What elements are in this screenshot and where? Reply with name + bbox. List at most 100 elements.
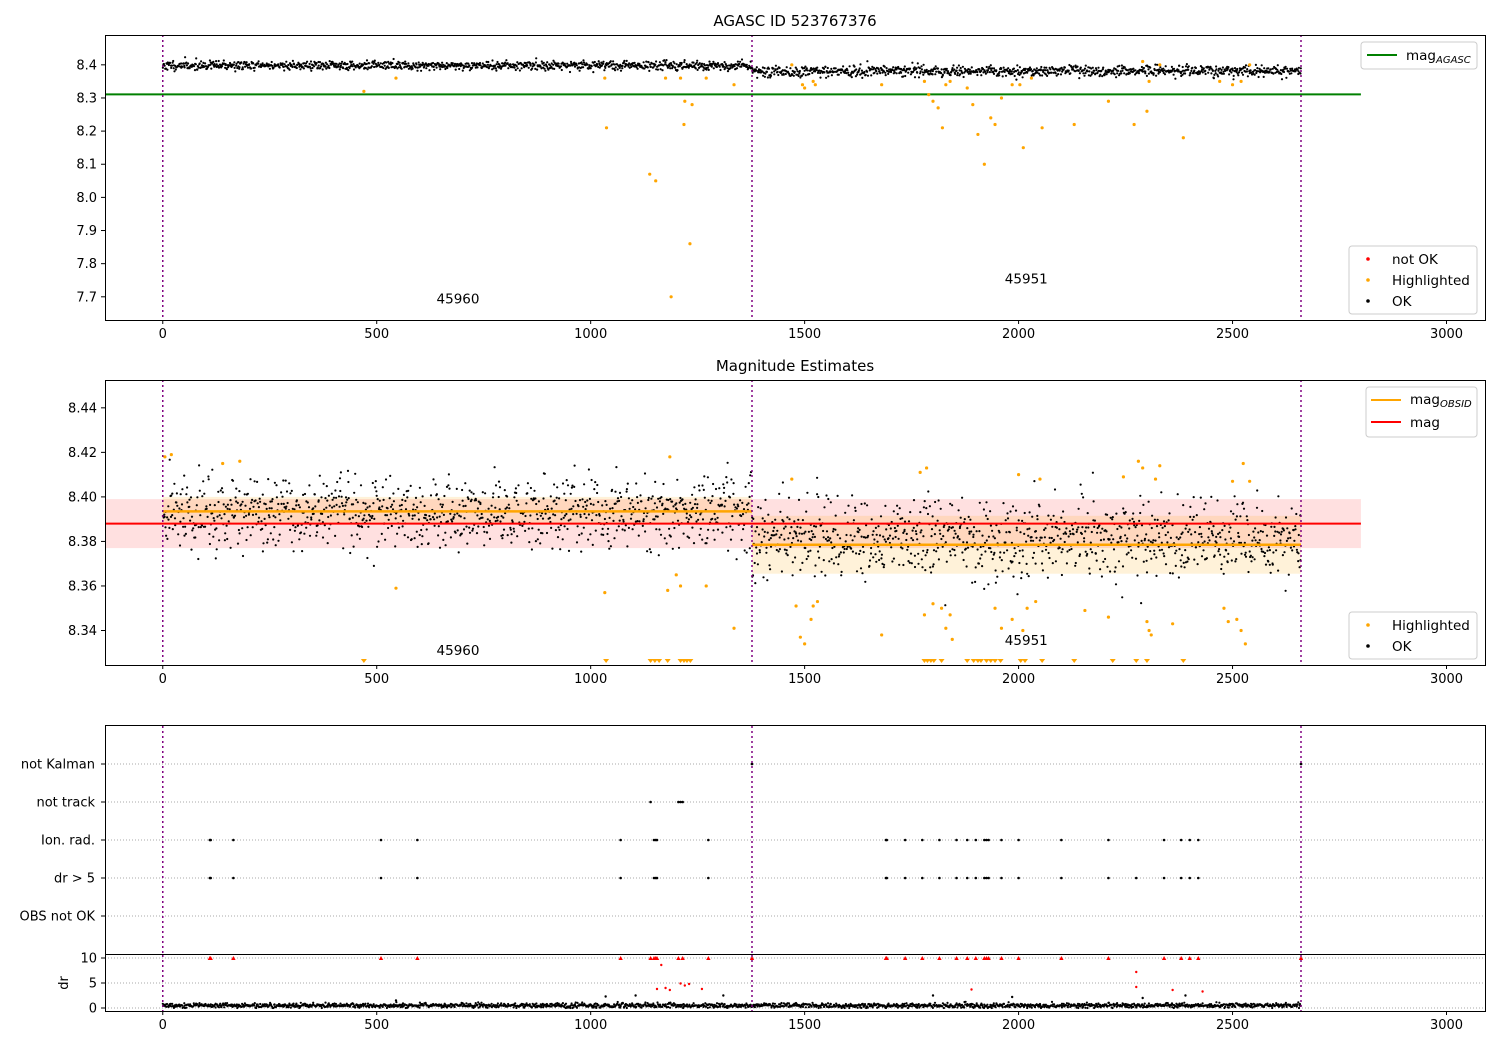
p1-ok-point bbox=[1046, 69, 1049, 72]
p2-ok-point bbox=[477, 525, 480, 528]
p2-ok-point bbox=[830, 541, 833, 544]
p2-ok-point bbox=[1276, 530, 1279, 533]
p2-ok-point bbox=[1027, 534, 1030, 537]
p2-ok-point bbox=[699, 513, 702, 516]
dr-ok-point bbox=[385, 1006, 388, 1010]
p2-ok-point bbox=[1198, 533, 1201, 536]
p2-ok-point bbox=[533, 489, 536, 492]
p2-ok-point bbox=[714, 518, 717, 521]
p2-ok-point bbox=[553, 499, 556, 502]
p2-clipped-marker bbox=[664, 659, 671, 663]
p2-ok-point bbox=[392, 500, 395, 503]
p2-ok-point bbox=[952, 536, 955, 539]
p1-ok-point bbox=[453, 62, 457, 65]
p2-ok-point bbox=[711, 517, 714, 520]
p2-ok-point bbox=[490, 504, 493, 507]
p2-ok-point bbox=[328, 527, 331, 530]
p2-ok-point bbox=[572, 505, 575, 508]
p1-ok-point bbox=[1004, 74, 1008, 77]
p2-ok-point bbox=[612, 519, 615, 523]
p2-highlighted-point bbox=[815, 599, 820, 604]
p1-ok-point bbox=[763, 67, 766, 70]
p1-ok-point bbox=[980, 74, 983, 77]
p2-ok-point bbox=[1287, 573, 1290, 576]
p1-ok-point bbox=[846, 69, 849, 72]
p2-ok-point bbox=[1068, 548, 1071, 552]
p2-ok-point bbox=[1041, 550, 1044, 553]
p2-ok-point bbox=[1047, 514, 1050, 517]
p1-ok-point bbox=[773, 73, 776, 76]
p1-ok-point bbox=[654, 63, 657, 66]
p1-ok-point bbox=[675, 63, 678, 66]
p2-ok-point bbox=[367, 525, 370, 528]
p1-ok-point bbox=[854, 75, 858, 78]
p2-ok-point bbox=[498, 486, 502, 489]
p2-ok-point bbox=[1020, 571, 1023, 574]
p1-ok-point bbox=[963, 67, 967, 70]
p2-ok-point bbox=[251, 513, 255, 517]
p2-ok-point bbox=[953, 529, 956, 532]
p1-ok-point bbox=[1187, 68, 1190, 71]
p2-ok-point bbox=[822, 559, 825, 562]
p2-ok-point bbox=[205, 505, 208, 508]
p2-ok-point bbox=[927, 490, 930, 493]
p1-ok-point bbox=[479, 64, 482, 67]
p2-ok-point bbox=[535, 513, 539, 516]
p2-ok-point bbox=[827, 536, 830, 539]
p2-ok-point bbox=[1043, 528, 1046, 532]
dr-ok-point bbox=[463, 1003, 466, 1006]
p1-ok-point bbox=[173, 70, 176, 73]
p2-ok-point bbox=[398, 504, 401, 507]
p1-ok-point bbox=[1115, 76, 1118, 79]
p2-ok-point bbox=[1226, 561, 1229, 564]
p2-ok-point bbox=[426, 519, 429, 522]
p2-ok-point bbox=[958, 538, 961, 541]
p2-ok-point bbox=[567, 519, 570, 522]
p2-ok-point bbox=[944, 604, 947, 607]
p2-ok-point bbox=[1096, 531, 1099, 534]
p1-ok-point bbox=[934, 73, 937, 76]
p2-ok-point bbox=[312, 507, 315, 510]
p2-ok-point bbox=[896, 524, 899, 527]
p2-highlighted-point bbox=[918, 470, 922, 475]
p2-ok-point bbox=[1060, 551, 1063, 554]
p2-ok-point bbox=[1027, 575, 1030, 578]
p1-ok-point bbox=[866, 70, 869, 73]
p1-highlighted-point bbox=[1181, 136, 1185, 140]
p2-ok-point bbox=[345, 501, 348, 504]
p2-ytick-label: 8.42 bbox=[68, 446, 97, 461]
p1-ok-point bbox=[366, 68, 369, 71]
p2-ok-point bbox=[929, 566, 932, 569]
p1-ok-point bbox=[1142, 66, 1145, 70]
p2-ok-point bbox=[998, 531, 1001, 534]
p1-ok-point bbox=[1113, 73, 1116, 76]
p2-ok-point bbox=[353, 491, 356, 494]
p2-ok-point bbox=[190, 548, 193, 551]
p2-highlighted-point bbox=[939, 606, 944, 610]
p2-ok-point bbox=[860, 535, 863, 538]
p2-ok-point bbox=[814, 564, 817, 567]
p2-ok-point bbox=[206, 515, 209, 519]
p2-ok-point bbox=[1036, 514, 1039, 518]
p2-ok-point bbox=[1093, 525, 1096, 529]
p2-ok-point bbox=[901, 547, 904, 550]
p2-highlighted-point bbox=[668, 455, 672, 459]
p2-highlighted-point bbox=[1230, 479, 1235, 483]
p1-ok-point bbox=[202, 61, 205, 64]
p2-ok-point bbox=[681, 503, 685, 506]
p2-ok-point bbox=[741, 513, 745, 516]
p1-ok-point bbox=[829, 71, 832, 74]
p1-ok-point bbox=[988, 71, 992, 74]
p2-ok-point bbox=[909, 552, 913, 555]
p2-ok-point bbox=[376, 545, 379, 548]
p2-ok-point bbox=[626, 545, 629, 548]
p2-ok-point bbox=[590, 478, 593, 482]
flag-point bbox=[987, 876, 990, 880]
p1-ok-point bbox=[952, 64, 955, 67]
p2-ok-point bbox=[857, 527, 860, 530]
p2-ok-point bbox=[731, 528, 734, 531]
p1-ok-point bbox=[542, 61, 545, 64]
p2-ok-point bbox=[681, 498, 684, 501]
p1-ok-point bbox=[694, 67, 697, 70]
p1-ok-point bbox=[324, 61, 327, 64]
